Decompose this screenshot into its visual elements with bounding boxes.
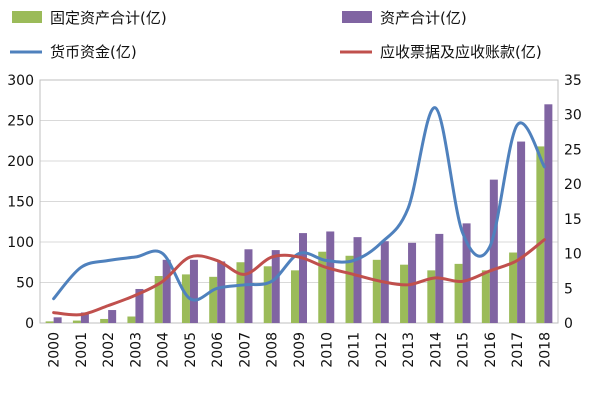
x-axis-tick-label: 2008 [265,332,281,368]
x-axis-tick-label: 2016 [483,332,499,368]
bar-fixed-assets [536,146,545,323]
x-axis-tick-label: 2009 [292,332,308,368]
left-axis-tick-label: 150 [7,195,34,211]
bar-total-assets [299,233,307,323]
right-axis-tick-label: 0 [564,316,573,332]
legend-label: 应收票据及应收账款(亿) [380,43,542,61]
bar-total-assets [162,259,171,323]
bar-fixed-assets [318,251,327,323]
series-line-cash [52,106,546,302]
x-axis-tick-label: 2014 [428,332,444,368]
x-axis-tick-label: 2010 [319,332,335,368]
x-axis-tick-label: 2007 [237,332,253,368]
legend-label: 固定资产合计(亿) [50,9,167,27]
x-axis-tick-label: 2000 [47,332,63,368]
bar-total-assets [80,312,89,323]
x-axis-tick-label: 2017 [510,332,526,368]
bar-fixed-assets [45,321,54,323]
left-axis-tick-label: 50 [16,276,34,292]
bar-total-assets [326,231,335,323]
bar-total-assets [517,141,526,323]
left-axis-tick-label: 300 [7,73,34,89]
bar-total-assets [353,237,362,323]
legend-swatch [342,11,372,23]
x-axis-tick-label: 2004 [156,332,172,368]
bar-total-assets [135,288,144,323]
bar-fixed-assets [481,270,490,323]
bar-fixed-assets [345,255,354,323]
right-axis-tick-label: 20 [564,177,582,193]
left-axis-tick-label: 100 [7,235,34,251]
legend-swatch [12,11,42,23]
bar-total-assets [489,179,498,323]
left-axis-tick-label: 200 [7,154,34,170]
right-axis-tick-label: 5 [564,281,573,297]
right-axis-tick-label: 30 [564,108,582,124]
x-axis-tick-label: 2006 [210,332,226,368]
bar-fixed-assets [372,259,381,323]
x-axis-tick-label: 2013 [401,332,417,368]
bar-fixed-assets [236,262,245,323]
right-axis-tick-label: 35 [564,73,582,89]
right-axis-tick-label: 25 [564,142,582,158]
x-axis-tick-label: 2015 [456,332,472,368]
bar-fixed-assets [427,270,436,323]
right-axis-tick-label: 15 [564,212,582,228]
x-axis-tick-label: 2011 [347,332,363,368]
bar-total-assets [53,317,62,323]
legend-label: 资产合计(亿) [380,9,467,27]
x-axis-tick-label: 2018 [537,332,553,368]
bar-total-assets [244,249,253,323]
x-axis-tick-label: 2012 [374,332,390,368]
bar-total-assets [271,250,280,323]
left-axis-tick-label: 250 [7,114,34,130]
legend-label: 货币资金(亿) [50,43,137,61]
bar-total-assets [217,261,226,323]
x-axis-tick-label: 2001 [74,332,90,368]
bar-fixed-assets [291,270,299,323]
bar-total-assets [544,104,553,323]
bar-total-assets [462,223,471,323]
bar-fixed-assets [154,276,163,323]
bar-fixed-assets [181,274,190,323]
series-line-receivables [52,238,546,317]
x-axis-tick-label: 2005 [183,332,199,368]
right-axis-tick-label: 10 [564,247,582,263]
bar-fixed-assets [100,318,109,323]
bar-fixed-assets [400,264,409,323]
bar-total-assets [189,259,198,323]
bar-fixed-assets [209,276,218,323]
bar-fixed-assets [454,263,463,323]
x-axis-tick-label: 2002 [101,332,117,368]
x-axis-tick-label: 2003 [128,332,144,368]
bar-fixed-assets [127,316,136,323]
bar-fixed-assets [263,266,272,323]
bar-fixed-assets [509,252,518,323]
bar-fixed-assets [72,320,81,323]
bar-total-assets [108,310,117,323]
left-axis-tick-label: 0 [25,316,34,332]
